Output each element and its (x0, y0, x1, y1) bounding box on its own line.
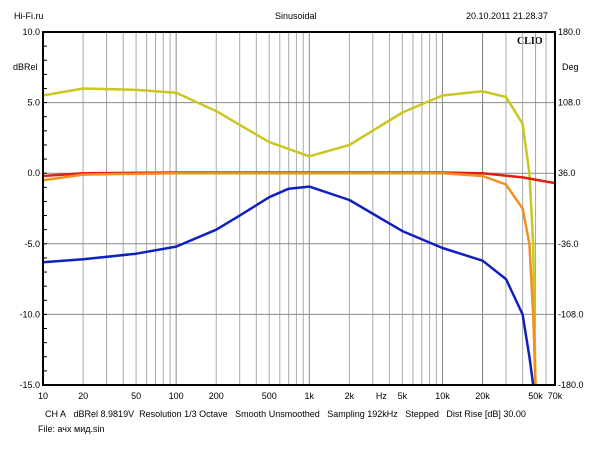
file-name: File: ачх мид.sin (38, 424, 105, 434)
x-tick-label: 2k (345, 391, 355, 401)
x-tick-label: 1k (305, 391, 315, 401)
info-resolution: Resolution 1/3 Octave (139, 409, 228, 419)
x-tick-label: 50 (131, 391, 141, 401)
x-tick-label: 200 (209, 391, 224, 401)
x-axis-label: Hz (376, 391, 387, 401)
y-tick-label: -5.0 (24, 239, 40, 249)
series-blue (42, 185, 535, 386)
x-tick-label: 70k (548, 391, 563, 401)
info-sampling: Sampling 192kHz (327, 409, 398, 419)
chart-title: Sinusoidal (275, 11, 317, 21)
footer-info: CH A dBRel 8.9819V Resolution 1/3 Octave… (45, 409, 526, 419)
y-tick-label: 10.0 (22, 27, 40, 37)
y-tick-label: -15.0 (19, 380, 40, 390)
plot-frame (42, 31, 556, 386)
x-tick-label: 50k (528, 391, 543, 401)
y2-tick-label: 36.0 (558, 168, 576, 178)
y2-tick-label: 180.0 (558, 27, 581, 37)
y2-axis-label: Deg (562, 62, 579, 72)
series-orange (42, 171, 537, 386)
x-tick-label: 5k (398, 391, 408, 401)
timestamp: 20.10.2011 21.28.37 (466, 11, 548, 21)
info-ref: dBRel 8.9819V (73, 409, 135, 419)
site-label: Hi-Fi.ru (14, 11, 44, 21)
y2-tick-label: -108.0 (558, 309, 584, 319)
x-tick-label: 20 (78, 391, 88, 401)
x-tick-label: 100 (169, 391, 184, 401)
info-stepped: Stepped (405, 409, 439, 419)
info-smooth: Smooth Unsmoothed (235, 409, 320, 419)
series-yellow (42, 87, 537, 386)
y-axis-label: dBRel (13, 62, 38, 72)
y-tick-label: 5.0 (27, 98, 40, 108)
y2-tick-label: -180.0 (558, 380, 584, 390)
info-dist: Dist Rise [dB] 30.00 (446, 409, 526, 419)
y2-tick-label: -36.0 (558, 239, 579, 249)
x-tick-label: 10 (38, 391, 48, 401)
y-tick-label: -10.0 (19, 309, 40, 319)
x-tick-label: 20k (475, 391, 490, 401)
clio-logo: CLIO (517, 36, 543, 47)
y2-tick-label: 108.0 (558, 98, 581, 108)
x-tick-label: 10k (435, 391, 450, 401)
info-channel: CH A (45, 409, 67, 419)
y-tick-label: 0.0 (27, 168, 40, 178)
x-tick-label: 500 (262, 391, 277, 401)
